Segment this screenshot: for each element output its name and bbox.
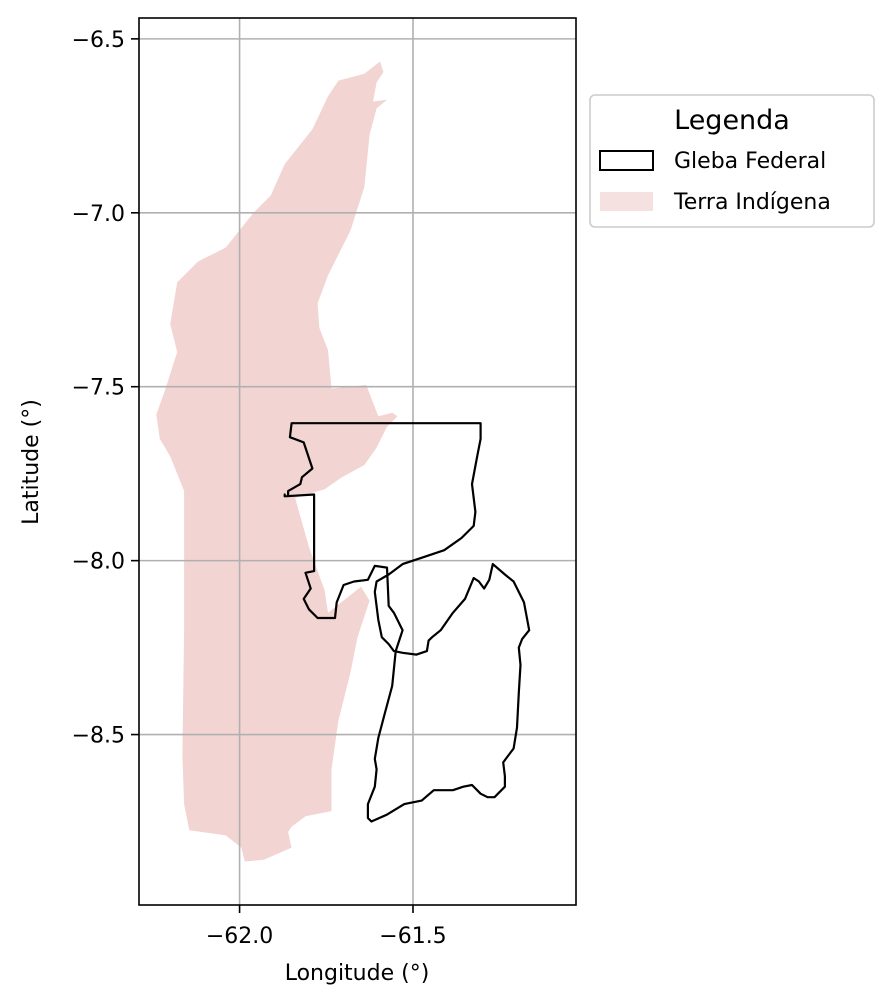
legend-swatch-terra-indigena [600, 192, 653, 211]
legend-title: Legenda [674, 105, 790, 136]
legend-swatch-gleba-federal [599, 150, 654, 171]
y-axis-ticks: −6.5 −7.0 −7.5 −8.0 −8.5 [72, 28, 139, 749]
legend-label-gleba-federal: Gleba Federal [674, 149, 826, 174]
y-tick-label: −7.0 [72, 202, 125, 227]
map-axes: −62.0 −61.5 −6.5 −7.0 −7.5 −8.0 −8.5 Longitud… [19, 17, 577, 986]
y-axis-label: Latitude (°) [19, 399, 44, 525]
grid-lines [139, 18, 576, 905]
terra-indigena-area [156, 61, 398, 862]
x-tick-label: −62.0 [206, 924, 273, 949]
gleba-federal-boundary [283, 422, 531, 823]
legend-label-terra-indigena: Terra Indígena [673, 190, 831, 215]
y-tick-label: −8.0 [72, 550, 125, 575]
plot-content [139, 18, 576, 905]
x-tick-label: −61.5 [379, 924, 446, 949]
y-tick-label: −8.5 [72, 724, 125, 749]
x-axis-ticks: −62.0 −61.5 [206, 905, 447, 949]
y-tick-label: −7.5 [72, 376, 125, 401]
plot-frame [138, 17, 577, 906]
legend: Legenda Gleba Federal Terra Indígena [589, 94, 875, 228]
legend-box [589, 94, 875, 228]
y-tick-label: −6.5 [72, 28, 125, 53]
x-axis-label: Longitude (°) [285, 961, 430, 986]
